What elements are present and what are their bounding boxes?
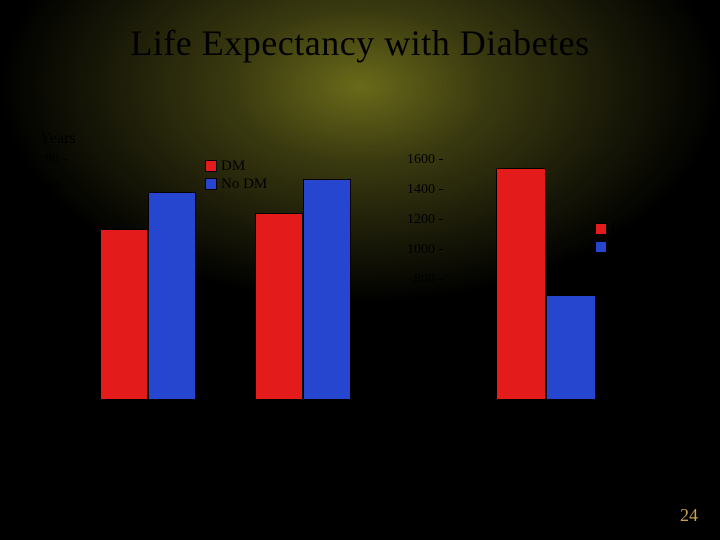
y-tick-label: 20 <box>45 339 59 355</box>
y-tick-label: 10 <box>45 365 59 381</box>
right-legend: Diabetes No Diabetes <box>595 220 686 256</box>
bar <box>255 213 303 400</box>
y-tick-label: 1600 <box>407 152 435 168</box>
legend-label: No DM <box>221 175 267 193</box>
citation-suffix: . Diabetes in Ontario, an ICES Practice … <box>253 460 540 475</box>
y-tick-label: 200 <box>414 362 435 378</box>
y-tick-label: 800 <box>414 272 435 288</box>
bar <box>496 168 546 401</box>
y-tick-label: 0 <box>52 392 59 408</box>
legend-swatch-blue-icon <box>595 241 607 253</box>
y-tick-label: 1000 <box>407 242 435 258</box>
legend-item-nodm: No DM <box>205 175 267 193</box>
y-tick-label: 1400 <box>407 182 435 198</box>
y-tick-label: 70 <box>45 205 59 221</box>
bar-group <box>496 168 596 401</box>
legend-swatch-red-icon <box>595 223 607 235</box>
y-tick-label: 30 <box>45 312 59 328</box>
legend-label: DM <box>221 157 245 175</box>
page-number: 24 <box>680 505 698 526</box>
bar <box>546 295 596 400</box>
slide: Life Expectancy with Diabetes Years 0 10 2… <box>0 0 720 540</box>
y-tick-label: 50 <box>45 259 59 275</box>
bar <box>303 179 351 400</box>
mortality-chart: 02004006008001000120014001600 Diabetes N… <box>395 160 705 420</box>
legend-label: No Diabetes <box>611 238 686 256</box>
category-label: Women <box>278 404 327 422</box>
bar-group <box>100 192 196 400</box>
left-y-ticks: 0102030405060708090 <box>35 160 61 400</box>
legend-swatch-blue-icon <box>205 178 217 190</box>
y-tick-label: 40 <box>45 285 59 301</box>
legend-item-dm: DM <box>205 157 267 175</box>
left-legend: DM No DM <box>205 157 267 193</box>
y-tick-label: 600 <box>414 302 435 318</box>
bar-group <box>255 179 351 400</box>
y-tick-label: 80 <box>45 179 59 195</box>
y-tick-label: 60 <box>45 232 59 248</box>
citation: Hux JE, et al. Diabetes in Ontario, an I… <box>0 460 720 476</box>
left-chart-ylabel: Years <box>40 130 76 148</box>
bar <box>100 229 148 400</box>
right-y-ticks: 02004006008001000120014001600 <box>395 160 437 400</box>
slide-title: Life Expectancy with Diabetes <box>0 22 720 64</box>
citation-italic: et al <box>229 460 254 475</box>
left-plot-area: MenWomen <box>65 160 375 400</box>
y-tick-label: 0 <box>428 392 435 408</box>
legend-swatch-red-icon <box>205 160 217 172</box>
citation-prefix: Hux JE, <box>180 460 229 475</box>
legend-item-diabetes: Diabetes <box>595 220 686 238</box>
category-label: Men <box>133 404 162 422</box>
life-expectancy-chart: 0102030405060708090 MenWomen DM No DM <box>35 160 375 420</box>
legend-item-nodiabetes: No Diabetes <box>595 238 686 256</box>
y-tick-label: 400 <box>414 332 435 348</box>
right-plot-area <box>441 160 705 400</box>
y-tick-label: 90 <box>45 152 59 168</box>
legend-label: Diabetes <box>611 220 663 238</box>
y-tick-label: 1200 <box>407 212 435 228</box>
bar <box>148 192 196 400</box>
footer-url: www. drsarma. in <box>18 508 132 526</box>
right-chart-xlabel: Mortality rate/100, 000 <box>530 402 679 420</box>
